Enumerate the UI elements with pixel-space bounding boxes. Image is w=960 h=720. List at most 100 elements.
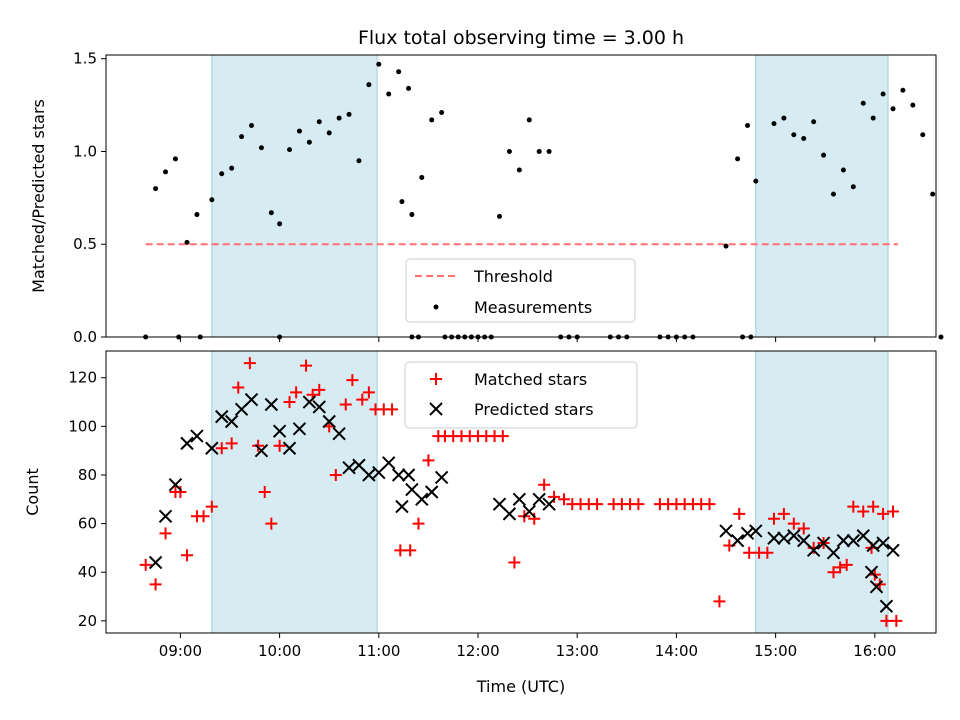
bottom-chart-frame [105, 350, 937, 634]
matched-star-point [496, 430, 509, 443]
measurement-point [316, 119, 322, 125]
measurement-point [546, 148, 552, 154]
predicted-star-point [425, 485, 439, 499]
measurements-legend-label: Measurements [474, 298, 592, 317]
predicted-star-point [395, 499, 409, 514]
matched-stars-points [139, 357, 903, 627]
matched-star-point [329, 468, 342, 481]
measurement-point [850, 184, 856, 190]
matched-star-point [877, 507, 890, 520]
predicted-star-point [332, 426, 346, 441]
bottom-shaded-intervals [211, 350, 889, 634]
predicted-star-point [869, 580, 884, 594]
predicted-star-point [168, 477, 183, 492]
top-legend: Threshold Measurements [405, 258, 636, 323]
top-y-tick-label: 0.0 [73, 328, 97, 346]
measurement-point [870, 115, 876, 121]
matched-star-point [149, 578, 162, 591]
measurement-point [439, 110, 445, 116]
measurement-point [536, 148, 542, 154]
predicted-star-point [362, 468, 376, 482]
measurement-point [277, 221, 283, 227]
bottom-x-tick-label: 11:00 [357, 642, 400, 660]
measurement-point [735, 156, 741, 162]
bottom-legend: Matched stars Predicted stars [404, 361, 638, 429]
measurement-point [910, 102, 916, 108]
bottom-legend-box [404, 361, 638, 429]
measurement-point [745, 123, 751, 128]
predicted-star-point [272, 424, 287, 438]
measurement-point [306, 139, 312, 145]
predicted-star-point [254, 443, 269, 458]
predicted-star-point [322, 414, 336, 429]
matched-star-point [273, 439, 286, 452]
predicted-star-point [886, 543, 900, 558]
measurement-point [396, 69, 402, 75]
matched-star-point [422, 454, 435, 467]
measurement-point [890, 106, 896, 112]
predicted-star-point [512, 492, 527, 507]
matched-star-point [300, 359, 313, 372]
measurement-point [258, 145, 264, 151]
measurement-point [860, 100, 866, 106]
matched-star-point [834, 561, 847, 574]
measurement-point [830, 191, 836, 197]
matched-star-point [139, 558, 152, 571]
measurement-point [753, 178, 759, 184]
bottom-x-tick-label: 14:00 [655, 642, 698, 660]
matched-star-point [225, 437, 238, 450]
predicted-star-point [740, 526, 755, 541]
measurement-point [376, 61, 382, 67]
top-legend-box [405, 258, 636, 323]
measurement-point [366, 82, 372, 88]
matched-star-point [174, 486, 187, 498]
predicted-star-point [730, 533, 745, 548]
measurement-point [930, 191, 936, 197]
predicted-star-point [836, 533, 851, 548]
measurement-point [248, 123, 254, 128]
predicted-star-point [312, 400, 326, 414]
measurement-point [409, 212, 415, 218]
matched-star-point [252, 439, 265, 452]
predicted-star-point [391, 468, 406, 482]
matched-star-point [548, 490, 561, 503]
measurement-point [184, 239, 190, 245]
measurement-point [506, 148, 512, 154]
matched-star-point [313, 383, 326, 396]
matched-star-point [356, 393, 369, 406]
shaded-interval-0 [211, 350, 378, 634]
measurement-point [346, 111, 352, 117]
measurement-point [840, 167, 846, 173]
predicted-star-point [434, 470, 449, 485]
measurement-point [516, 167, 522, 173]
measurement-point [771, 121, 777, 127]
bottom-x-axis-label: Time (UTC) [476, 677, 565, 696]
measurement-point [821, 152, 827, 158]
matched-star-point [386, 403, 399, 416]
predicted-legend-label: Predicted stars [474, 400, 594, 419]
predicted-star-point [382, 456, 396, 470]
measurement-point [920, 132, 926, 138]
measurement-point [406, 85, 412, 91]
measurement-point [399, 199, 405, 205]
matched-star-point [538, 478, 551, 491]
measurements-legend-swatch [433, 304, 439, 310]
predicted-star-point [749, 524, 763, 538]
matched-star-point [243, 357, 256, 370]
bottom-y-axis-label: Count [23, 468, 42, 516]
measurement-point [723, 243, 729, 249]
matched-star-point [557, 493, 570, 506]
matched-star-point [713, 595, 726, 608]
bottom-x-tick-label: 09:00 [159, 642, 202, 660]
matched-star-point [339, 398, 352, 411]
matched-star-point [215, 442, 228, 455]
matched-star-point [283, 396, 296, 409]
bottom-y-tick-label: 20 [78, 612, 97, 630]
measurement-point [326, 130, 332, 136]
measurement-point [526, 117, 532, 123]
predicted-stars-points [148, 392, 900, 613]
measurement-point [336, 115, 342, 121]
shaded-interval-1 [755, 350, 889, 634]
bottom-y-axis-ticks: 20 40 60 80 100 120 [68, 369, 106, 630]
